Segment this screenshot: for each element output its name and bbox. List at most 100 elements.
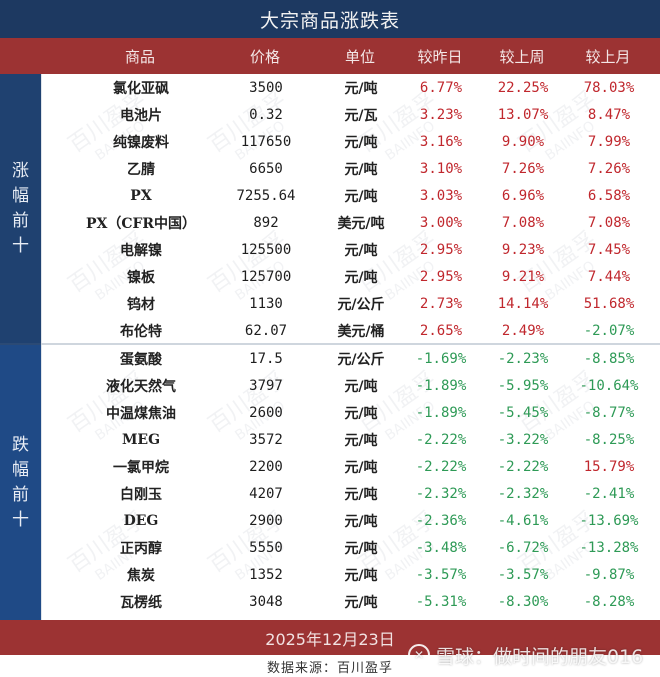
price-value: 117650 xyxy=(240,133,292,150)
header-unit: 单位 xyxy=(344,47,375,66)
commodity-name: 布伦特 xyxy=(120,323,162,340)
price-value: 2900 xyxy=(249,512,283,529)
month-change: 7.26% xyxy=(587,160,631,177)
month-change: -8.85% xyxy=(583,350,635,367)
week-change: -6.72% xyxy=(497,539,549,556)
table-row: 瓦楞纸 3048 元/吨 -5.31% -8.30% -8.28% xyxy=(42,588,660,615)
week-change: 9.23% xyxy=(501,241,545,258)
unit-value: 元/吨 xyxy=(344,513,378,530)
side-label-char: 十 xyxy=(12,509,29,530)
price-value: 3572 xyxy=(249,431,283,448)
table-row: 乙腈 6650 元/吨 3.10% 7.26% 7.26% xyxy=(42,155,660,182)
week-change: -4.61% xyxy=(497,512,549,529)
month-change: -10.64% xyxy=(579,377,639,394)
price-value: 892 xyxy=(253,214,279,231)
week-change: -2.32% xyxy=(497,485,549,502)
week-change: 14.14% xyxy=(497,295,549,312)
table-row: PX 7255.64 元/吨 3.03% 6.96% 6.58% xyxy=(42,182,660,209)
side-label-char: 幅 xyxy=(12,186,29,206)
header-price: 价格 xyxy=(249,47,280,66)
table-row: 一氯甲烷 2200 元/吨 -2.22% -2.22% 15.79% xyxy=(42,453,660,480)
table-row: 正丙醇 5550 元/吨 -3.48% -6.72% -13.28% xyxy=(42,534,660,561)
side-label-char: 涨 xyxy=(12,161,29,181)
header-name: 商品 xyxy=(124,47,155,66)
week-change: 13.07% xyxy=(497,106,549,123)
commodity-name: PX（CFR中国） xyxy=(85,215,197,232)
day-change: -1.69% xyxy=(415,350,467,367)
table-row: 电解镍 125500 元/吨 2.95% 9.23% 7.45% xyxy=(42,236,660,263)
price-value: 4207 xyxy=(249,485,283,502)
commodity-name: 焦炭 xyxy=(127,567,155,584)
price-value: 7255.64 xyxy=(236,187,296,204)
snowball-logo-icon: ✕ xyxy=(408,644,430,666)
unit-value: 元/吨 xyxy=(344,269,378,286)
day-change: 3.16% xyxy=(419,133,463,150)
day-change: 2.95% xyxy=(419,268,463,285)
side-divider xyxy=(0,343,41,345)
day-change: 3.03% xyxy=(419,187,463,204)
header-month-change: 较上月 xyxy=(585,47,631,66)
price-value: 0.32 xyxy=(249,106,283,123)
gainers-side-label: 涨 幅 前 十 xyxy=(0,74,41,344)
table-row: 镍板 125700 元/吨 2.95% 9.21% 7.44% xyxy=(42,263,660,290)
month-change: -9.87% xyxy=(583,566,635,583)
commodity-name: 中温煤焦油 xyxy=(106,405,176,422)
commodity-name: MEG xyxy=(121,431,161,448)
week-change: -2.23% xyxy=(497,350,549,367)
losers-rows: 蛋氨酸 17.5 元/公斤 -1.69% -2.23% -8.85% 液化天然气 3797 元/… xyxy=(41,345,660,620)
table-row: DEG 2900 元/吨 -2.36% -4.61% -13.69% xyxy=(42,507,660,534)
commodity-name: 钨材 xyxy=(127,296,155,313)
week-change: 7.26% xyxy=(501,160,545,177)
table-row: MEG 3572 元/吨 -2.22% -3.22% -8.25% xyxy=(42,426,660,453)
side-label-char: 十 xyxy=(12,236,29,256)
week-change: -3.57% xyxy=(497,566,549,583)
commodity-name: 蛋氨酸 xyxy=(120,351,162,368)
day-change: 3.10% xyxy=(419,160,463,177)
side-label-char: 幅 xyxy=(12,459,29,480)
day-change: -1.89% xyxy=(415,404,467,421)
price-value: 1352 xyxy=(249,566,283,583)
month-change: 7.44% xyxy=(587,268,631,285)
report-date: 2025年12月23日 xyxy=(265,629,395,649)
day-change: 2.73% xyxy=(419,295,463,312)
week-change: 9.21% xyxy=(501,268,545,285)
unit-value: 元/吨 xyxy=(344,432,378,449)
commodity-name: 乙腈 xyxy=(127,161,155,178)
price-value: 125700 xyxy=(240,268,292,285)
data-source: 数据来源：百川盈孚 xyxy=(266,660,393,676)
week-change: -5.45% xyxy=(497,404,549,421)
month-change: -8.25% xyxy=(583,431,635,448)
price-value: 125500 xyxy=(240,241,292,258)
day-change: 3.00% xyxy=(419,214,463,231)
price-value: 3048 xyxy=(249,593,283,610)
week-change: -3.22% xyxy=(497,431,549,448)
price-value: 6650 xyxy=(249,160,283,177)
week-change: 2.49% xyxy=(501,322,545,339)
table-row: 纯镍废料 117650 元/吨 3.16% 9.90% 7.99% xyxy=(42,128,660,155)
month-change: -8.28% xyxy=(583,593,635,610)
commodity-name: 电解镍 xyxy=(120,242,162,259)
week-change: -8.30% xyxy=(497,593,549,610)
commodity-name: 瓦楞纸 xyxy=(120,594,162,611)
commodity-name: 镍板 xyxy=(127,269,155,286)
day-change: 3.23% xyxy=(419,106,463,123)
header-day-change: 较昨日 xyxy=(417,47,463,66)
side-label-char: 跌 xyxy=(12,434,29,455)
unit-value: 元/吨 xyxy=(344,80,378,97)
price-value: 5550 xyxy=(249,539,283,556)
price-value: 2200 xyxy=(249,458,283,475)
month-change: -13.69% xyxy=(579,512,639,529)
month-change: -8.77% xyxy=(583,404,635,421)
table-row: 蛋氨酸 17.5 元/公斤 -1.69% -2.23% -8.85% xyxy=(42,345,660,372)
table-row: 白刚玉 4207 元/吨 -2.32% -2.32% -2.41% xyxy=(42,480,660,507)
month-change: 51.68% xyxy=(583,295,635,312)
day-change: -2.32% xyxy=(415,485,467,502)
price-value: 3797 xyxy=(249,377,283,394)
table-title-text: 大宗商品涨跌表 xyxy=(259,9,400,32)
week-change: 9.90% xyxy=(501,133,545,150)
day-change: -5.31% xyxy=(415,593,467,610)
month-change: 7.08% xyxy=(587,214,631,231)
commodity-name: 纯镍废料 xyxy=(113,134,169,151)
month-change: 8.47% xyxy=(587,106,631,123)
column-header-row: 商品 价格 单位 较昨日 较上周 较上月 xyxy=(0,38,660,74)
